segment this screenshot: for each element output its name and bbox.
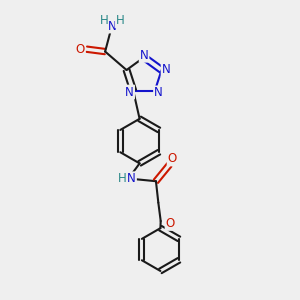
Text: O: O [168,152,177,165]
Text: H: H [117,172,126,185]
Text: N: N [108,20,116,32]
Text: N: N [162,64,170,76]
Text: N: N [140,49,148,62]
Text: O: O [166,217,175,230]
Text: H: H [116,14,124,28]
Text: N: N [127,172,136,185]
Text: N: N [154,86,163,100]
Text: N: N [125,85,134,99]
Text: O: O [76,43,85,56]
Text: H: H [100,14,108,28]
